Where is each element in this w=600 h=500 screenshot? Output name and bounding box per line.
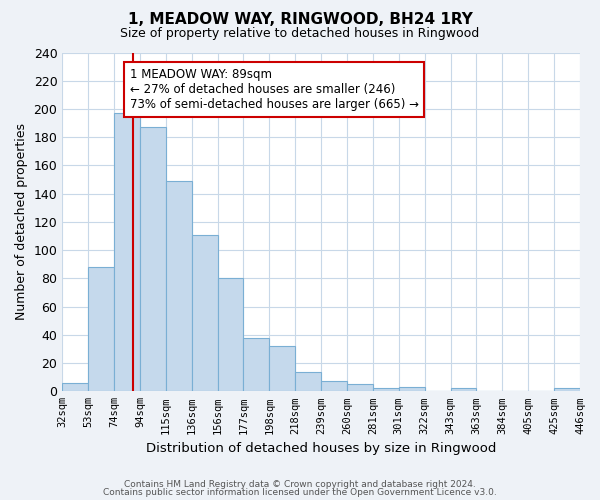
Bar [554,388,580,392]
Text: Contains HM Land Registry data © Crown copyright and database right 2024.: Contains HM Land Registry data © Crown c… [124,480,476,489]
Bar [373,388,399,392]
Bar [399,387,425,392]
Bar [244,338,269,392]
Bar [62,383,88,392]
Bar [114,113,140,392]
Bar [451,388,476,392]
Text: 1, MEADOW WAY, RINGWOOD, BH24 1RY: 1, MEADOW WAY, RINGWOOD, BH24 1RY [128,12,472,28]
Bar [140,128,166,392]
Y-axis label: Number of detached properties: Number of detached properties [15,124,28,320]
Text: Size of property relative to detached houses in Ringwood: Size of property relative to detached ho… [121,28,479,40]
X-axis label: Distribution of detached houses by size in Ringwood: Distribution of detached houses by size … [146,442,496,455]
Text: 1 MEADOW WAY: 89sqm
← 27% of detached houses are smaller (246)
73% of semi-detac: 1 MEADOW WAY: 89sqm ← 27% of detached ho… [130,68,419,110]
Bar [166,181,192,392]
Bar [347,384,373,392]
Bar [88,267,114,392]
Bar [295,372,321,392]
Bar [192,234,218,392]
Bar [269,346,295,392]
Text: Contains public sector information licensed under the Open Government Licence v3: Contains public sector information licen… [103,488,497,497]
Bar [218,278,244,392]
Bar [321,382,347,392]
